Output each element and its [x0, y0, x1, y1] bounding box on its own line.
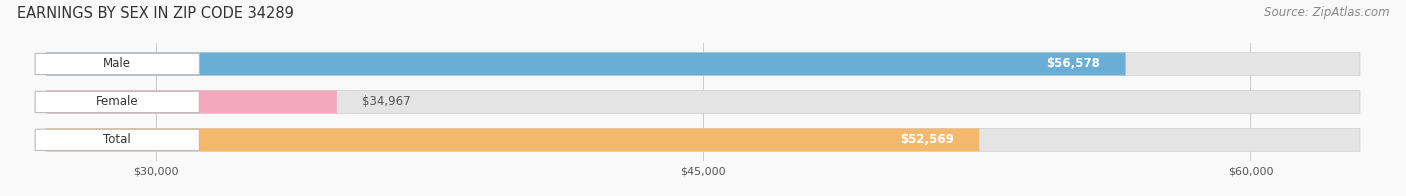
Text: $56,578: $56,578: [1046, 57, 1099, 71]
FancyBboxPatch shape: [46, 128, 979, 151]
FancyBboxPatch shape: [35, 91, 200, 113]
Text: Source: ZipAtlas.com: Source: ZipAtlas.com: [1264, 6, 1389, 19]
FancyBboxPatch shape: [35, 129, 200, 151]
FancyBboxPatch shape: [46, 53, 1360, 75]
Text: Total: Total: [104, 133, 131, 146]
Text: $34,967: $34,967: [363, 95, 411, 108]
Text: Female: Female: [96, 95, 139, 108]
Text: $52,569: $52,569: [900, 133, 953, 146]
FancyBboxPatch shape: [46, 91, 337, 113]
Text: EARNINGS BY SEX IN ZIP CODE 34289: EARNINGS BY SEX IN ZIP CODE 34289: [17, 6, 294, 21]
FancyBboxPatch shape: [46, 53, 1126, 75]
FancyBboxPatch shape: [35, 53, 200, 75]
FancyBboxPatch shape: [46, 91, 1360, 113]
Text: Male: Male: [103, 57, 131, 71]
FancyBboxPatch shape: [46, 128, 1360, 151]
